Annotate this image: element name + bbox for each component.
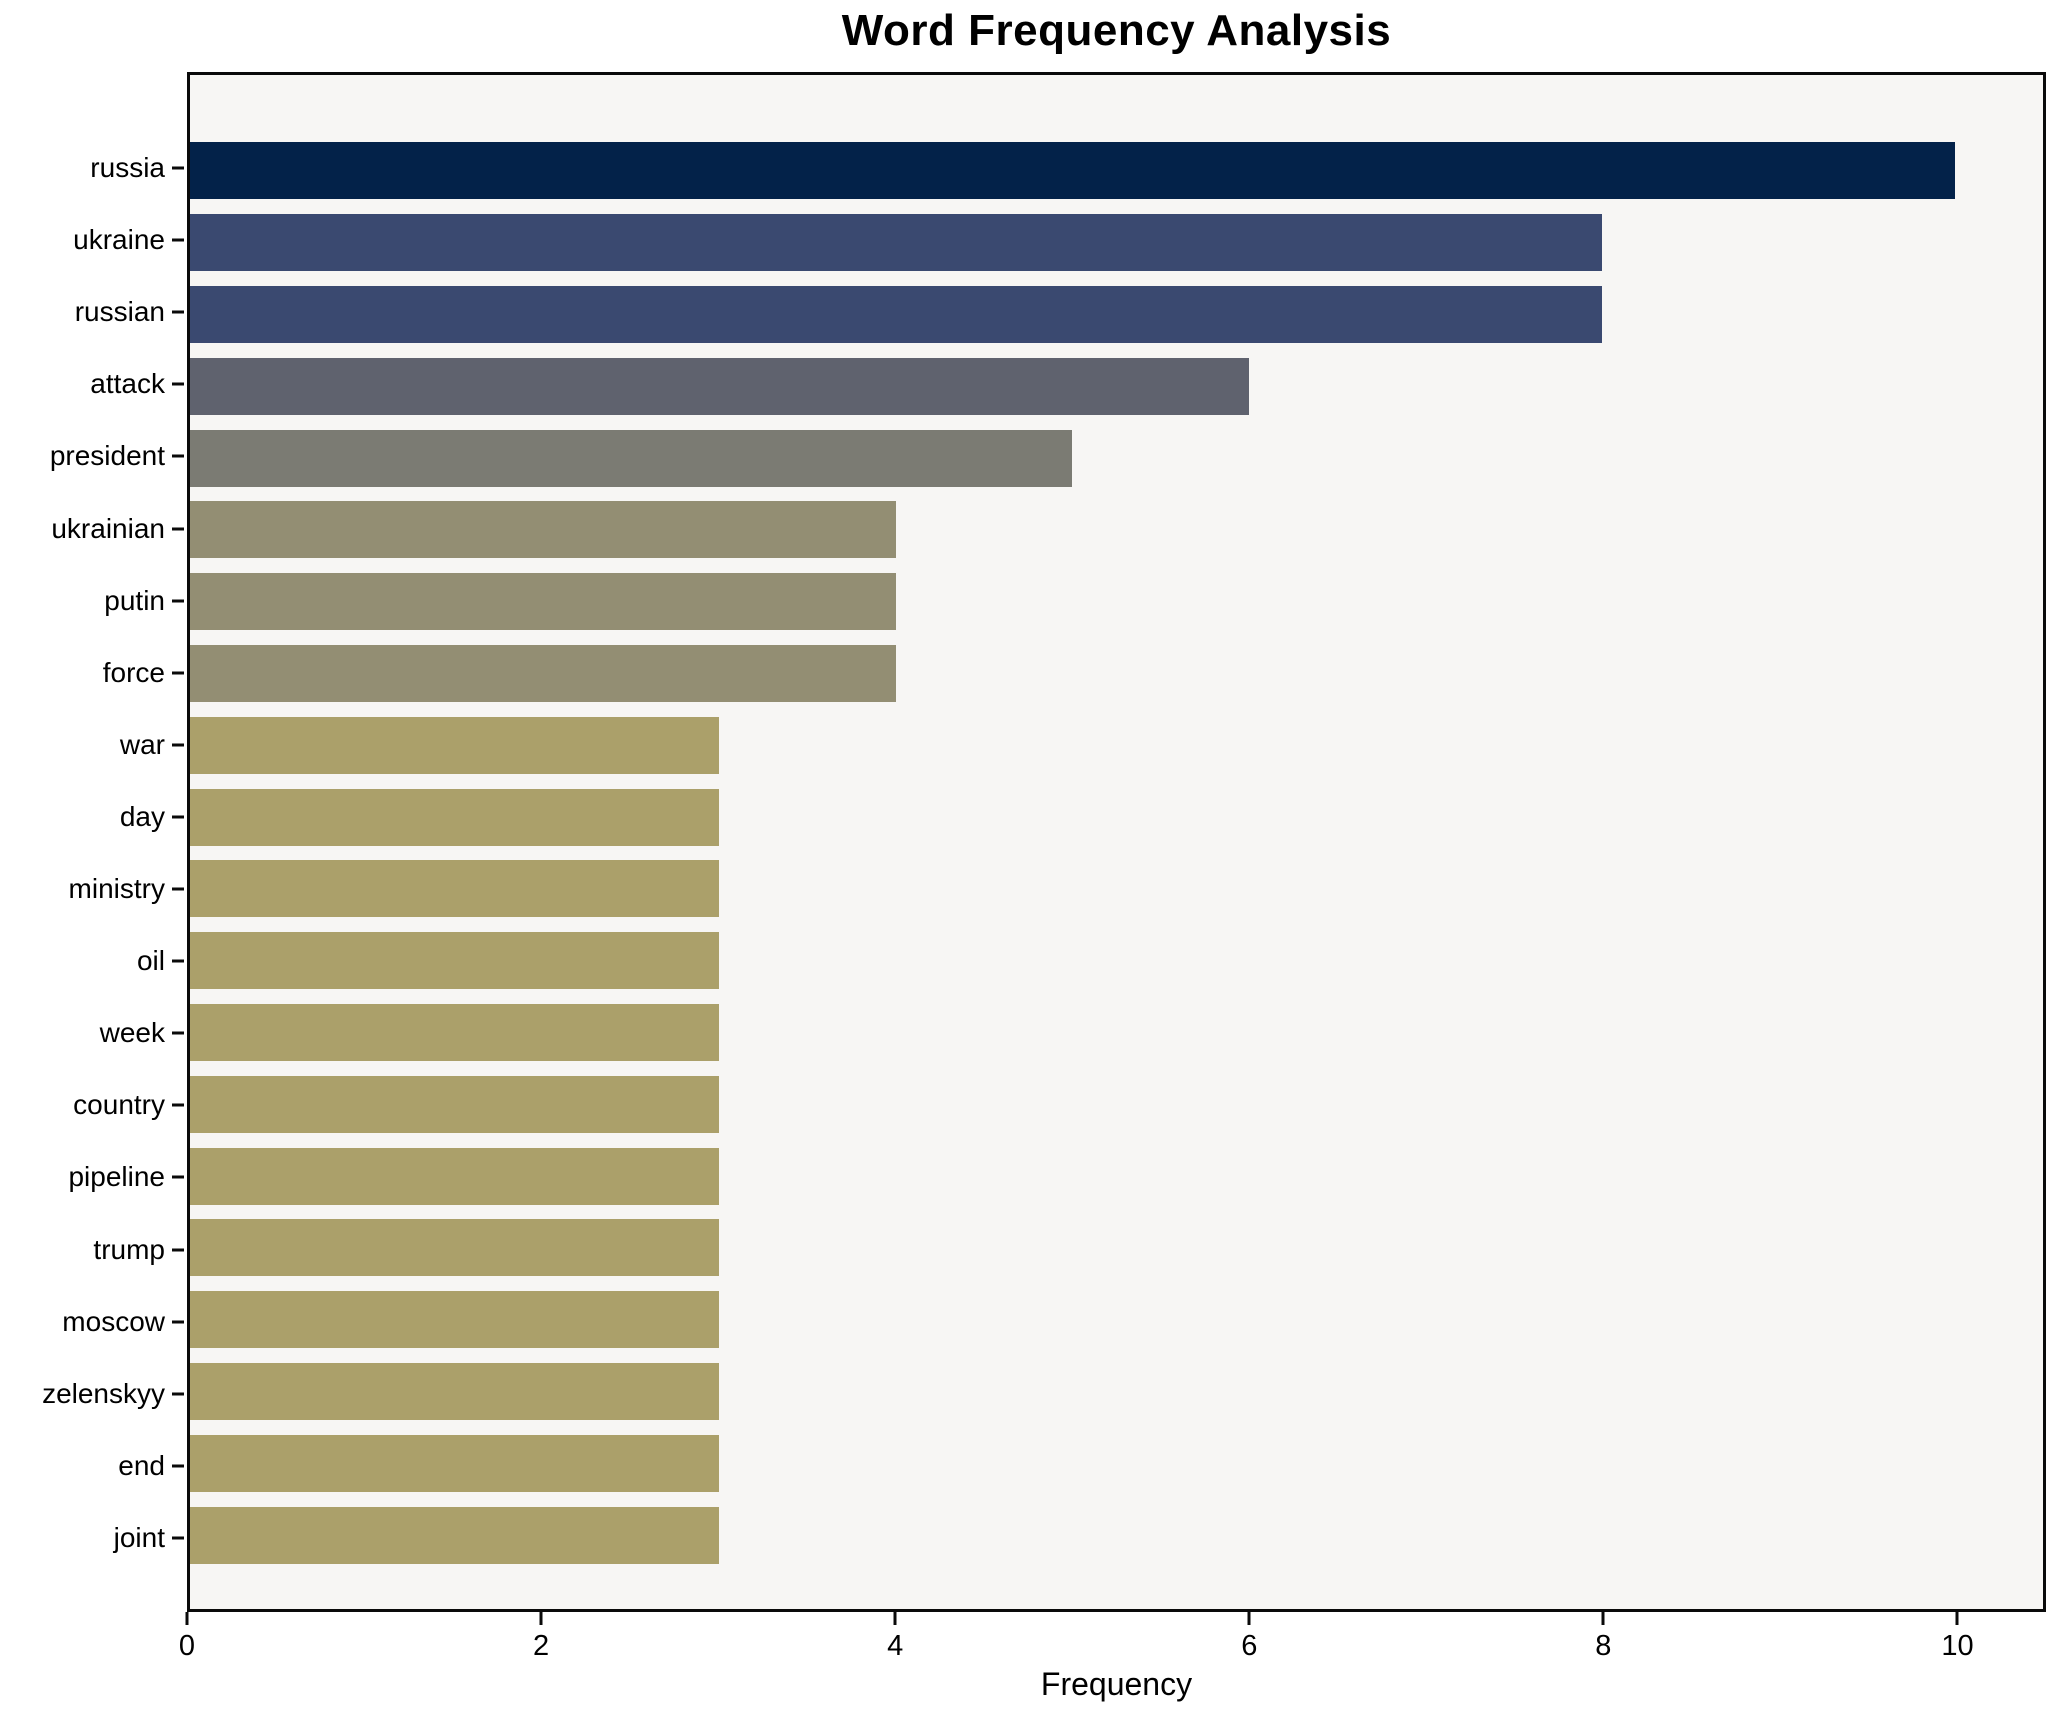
y-tick-country	[172, 1103, 184, 1107]
y-tick-ukraine	[172, 238, 184, 242]
y-label-week: week	[99, 1017, 165, 1049]
bar-row-week	[190, 997, 2043, 1069]
y-label-force: force	[102, 656, 165, 688]
chart-title: Word Frequency Analysis	[841, 6, 1392, 55]
y-tick-zelenskyy	[172, 1392, 184, 1396]
x-tick-0	[185, 1612, 189, 1625]
x-tick-label-8: 8	[1595, 1630, 1612, 1662]
y-label-pipeline: pipeline	[68, 1161, 165, 1193]
bar-row-day	[190, 781, 2043, 853]
y-tick-russia	[172, 166, 184, 170]
bars-area	[190, 75, 2043, 1609]
y-tick-attack	[172, 382, 184, 386]
y-tick-oil	[172, 959, 184, 963]
bar-row-ukraine	[190, 207, 2043, 279]
y-label-day: day	[119, 800, 165, 832]
x-tick-2	[539, 1612, 543, 1625]
bar-row-trump	[190, 1212, 2043, 1284]
bar-attack	[190, 357, 1249, 415]
y-tick-ukrainian	[172, 527, 184, 531]
y-label-president: president	[49, 440, 165, 472]
bar-country	[190, 1075, 720, 1133]
bar-russia	[190, 142, 1955, 200]
bar-row-ministry	[190, 853, 2043, 925]
y-label-ukraine: ukraine	[73, 224, 165, 256]
y-tick-moscow	[172, 1320, 184, 1324]
y-label-end: end	[118, 1449, 165, 1481]
bar-joint	[190, 1506, 720, 1564]
x-tick-10	[1955, 1612, 1959, 1625]
y-label-zelenskyy: zelenskyy	[42, 1377, 165, 1409]
bar-row-moscow	[190, 1284, 2043, 1356]
bar-row-president	[190, 422, 2043, 494]
bar-ukrainian	[190, 501, 896, 559]
bar-putin	[190, 573, 896, 631]
x-tick-label-0: 0	[178, 1630, 196, 1662]
bar-row-war	[190, 709, 2043, 781]
bar-row-putin	[190, 566, 2043, 638]
bar-pipeline	[190, 1147, 720, 1205]
x-tick-8	[1601, 1612, 1605, 1625]
bar-row-attack	[190, 350, 2043, 422]
y-tick-putin	[172, 599, 184, 603]
bar-trump	[190, 1219, 720, 1277]
y-label-war: war	[119, 728, 165, 760]
y-tick-force	[172, 671, 184, 675]
bar-row-russian	[190, 279, 2043, 351]
bar-russian	[190, 285, 1602, 343]
y-label-trump: trump	[93, 1233, 165, 1265]
x-tick-label-4: 4	[887, 1630, 904, 1662]
x-axis-label: Frequency	[1040, 1666, 1193, 1702]
y-label-oil: oil	[136, 945, 165, 977]
plot-area	[187, 72, 2046, 1612]
bar-ukraine	[190, 214, 1602, 272]
bar-row-ukrainian	[190, 494, 2043, 566]
y-label-country: country	[73, 1089, 165, 1121]
y-label-attack: attack	[90, 368, 165, 400]
x-tick-6	[1247, 1612, 1251, 1625]
x-tick-4	[893, 1612, 897, 1625]
bar-week	[190, 1003, 720, 1061]
bar-oil	[190, 932, 720, 990]
bar-row-force	[190, 638, 2043, 710]
y-label-ministry: ministry	[68, 873, 165, 905]
bar-row-end	[190, 1427, 2043, 1499]
x-tick-label-6: 6	[1241, 1630, 1258, 1662]
y-tick-war	[172, 743, 184, 747]
bar-ministry	[190, 860, 720, 918]
x-tick-label-10: 10	[1941, 1630, 1974, 1662]
bar-day	[190, 788, 720, 846]
bar-row-country	[190, 1068, 2043, 1140]
bar-row-russia	[190, 135, 2043, 207]
y-tick-trump	[172, 1248, 184, 1252]
y-tick-russian	[172, 310, 184, 314]
y-tick-joint	[172, 1536, 184, 1540]
y-tick-week	[172, 1031, 184, 1035]
bar-row-joint	[190, 1499, 2043, 1571]
bar-row-oil	[190, 925, 2043, 997]
y-tick-pipeline	[172, 1175, 184, 1179]
y-tick-end	[172, 1464, 184, 1468]
bar-force	[190, 644, 896, 702]
y-label-ukrainian: ukrainian	[51, 512, 165, 544]
x-tick-label-2: 2	[533, 1630, 550, 1662]
bar-zelenskyy	[190, 1362, 720, 1420]
y-tick-president	[172, 454, 184, 458]
bar-war	[190, 716, 720, 774]
bar-row-zelenskyy	[190, 1356, 2043, 1428]
y-tick-day	[172, 815, 184, 819]
y-label-joint: joint	[113, 1521, 165, 1553]
bar-president	[190, 429, 1073, 487]
bar-row-pipeline	[190, 1140, 2043, 1212]
y-tick-ministry	[172, 887, 184, 891]
y-label-russia: russia	[90, 152, 165, 184]
bar-moscow	[190, 1291, 720, 1349]
y-label-moscow: moscow	[62, 1305, 165, 1337]
y-label-russian: russian	[74, 296, 165, 328]
y-label-putin: putin	[104, 584, 165, 616]
bar-end	[190, 1434, 720, 1492]
